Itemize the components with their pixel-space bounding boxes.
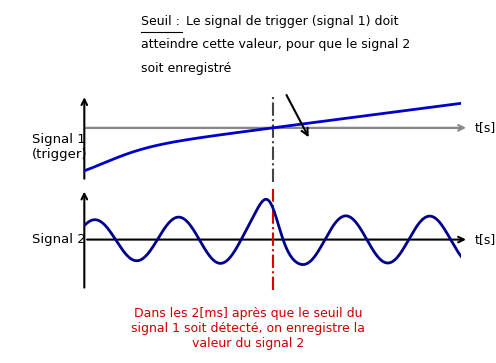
Text: atteindre cette valeur, pour que le signal 2: atteindre cette valeur, pour que le sign… — [141, 38, 411, 51]
Text: Dans les 2[ms] après que le seuil du
signal 1 soit détecté, on enregistre la
val: Dans les 2[ms] après que le seuil du sig… — [131, 307, 365, 350]
Text: Signal 1
(trigger): Signal 1 (trigger) — [32, 132, 87, 161]
Text: Le signal de trigger (signal 1) doit: Le signal de trigger (signal 1) doit — [182, 15, 398, 28]
Text: t[s]: t[s] — [475, 233, 496, 246]
Text: t[s]: t[s] — [475, 121, 496, 134]
Text: soit enregistré: soit enregistré — [141, 62, 232, 75]
Text: Seuil :: Seuil : — [141, 15, 180, 28]
Text: Signal 2: Signal 2 — [32, 233, 85, 246]
